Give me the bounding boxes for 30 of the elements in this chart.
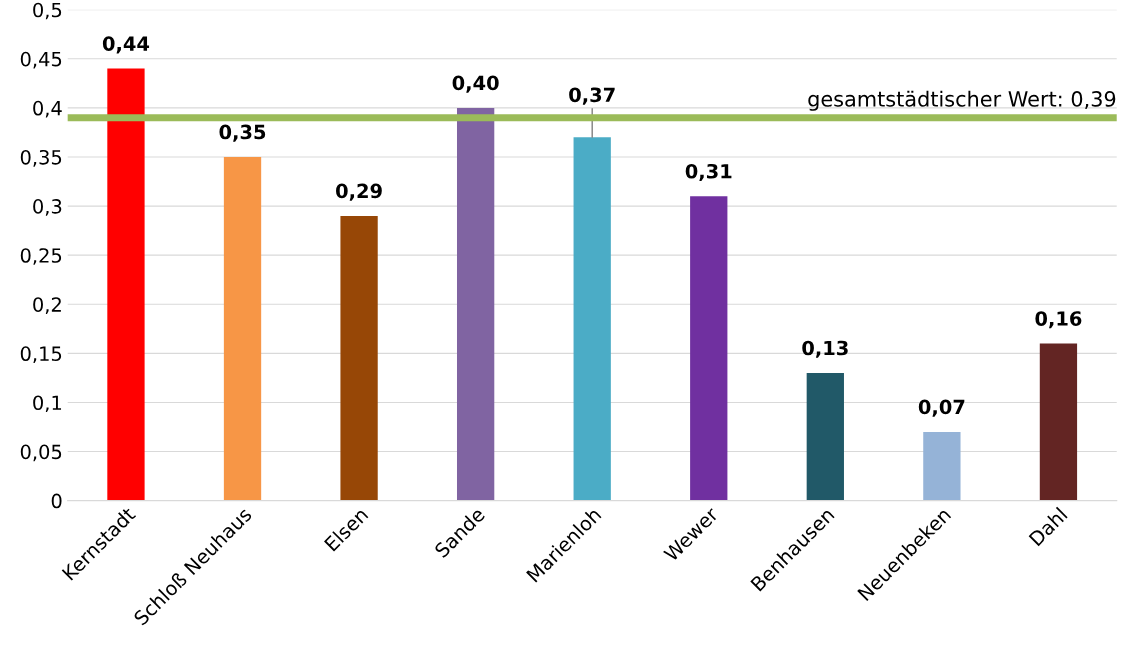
bar: [340, 215, 378, 501]
bar: [690, 196, 728, 501]
ref-line-label: gesamtstädtischer Wert: 0,39: [808, 90, 1116, 111]
data-label: 0,31: [685, 163, 732, 182]
data-label: 0,40: [452, 75, 499, 93]
data-label: 0,07: [918, 399, 965, 417]
y-tick-label: 0,4: [33, 100, 62, 118]
data-label: 0,13: [802, 340, 848, 358]
data-label: 0,29: [336, 183, 382, 201]
data-label: 0,35: [219, 124, 266, 142]
y-tick-label: 0: [51, 493, 62, 509]
data-label: 0,37: [569, 87, 615, 105]
y-tick-label: 0,5: [33, 2, 62, 20]
y-tick-label: 0,1: [33, 395, 62, 413]
y-tick-label: 0,35: [20, 149, 62, 167]
bar: [806, 373, 844, 501]
y-tick-label: 0,25: [20, 248, 62, 265]
data-label: 0,44: [102, 36, 150, 54]
bar: [223, 156, 262, 501]
bar: [573, 137, 611, 501]
bar: [107, 68, 145, 501]
y-tick-label: 0,05: [20, 444, 62, 462]
y-tick-label: 0,3: [33, 199, 62, 216]
y-tick-label: 0,2: [33, 297, 61, 314]
data-label: 0,16: [1035, 311, 1082, 329]
bar: [456, 107, 495, 501]
y-tick-label: 0,15: [20, 346, 62, 364]
bar: [923, 431, 961, 501]
bar: [1039, 343, 1078, 501]
y-tick-label: 0,45: [20, 51, 62, 69]
